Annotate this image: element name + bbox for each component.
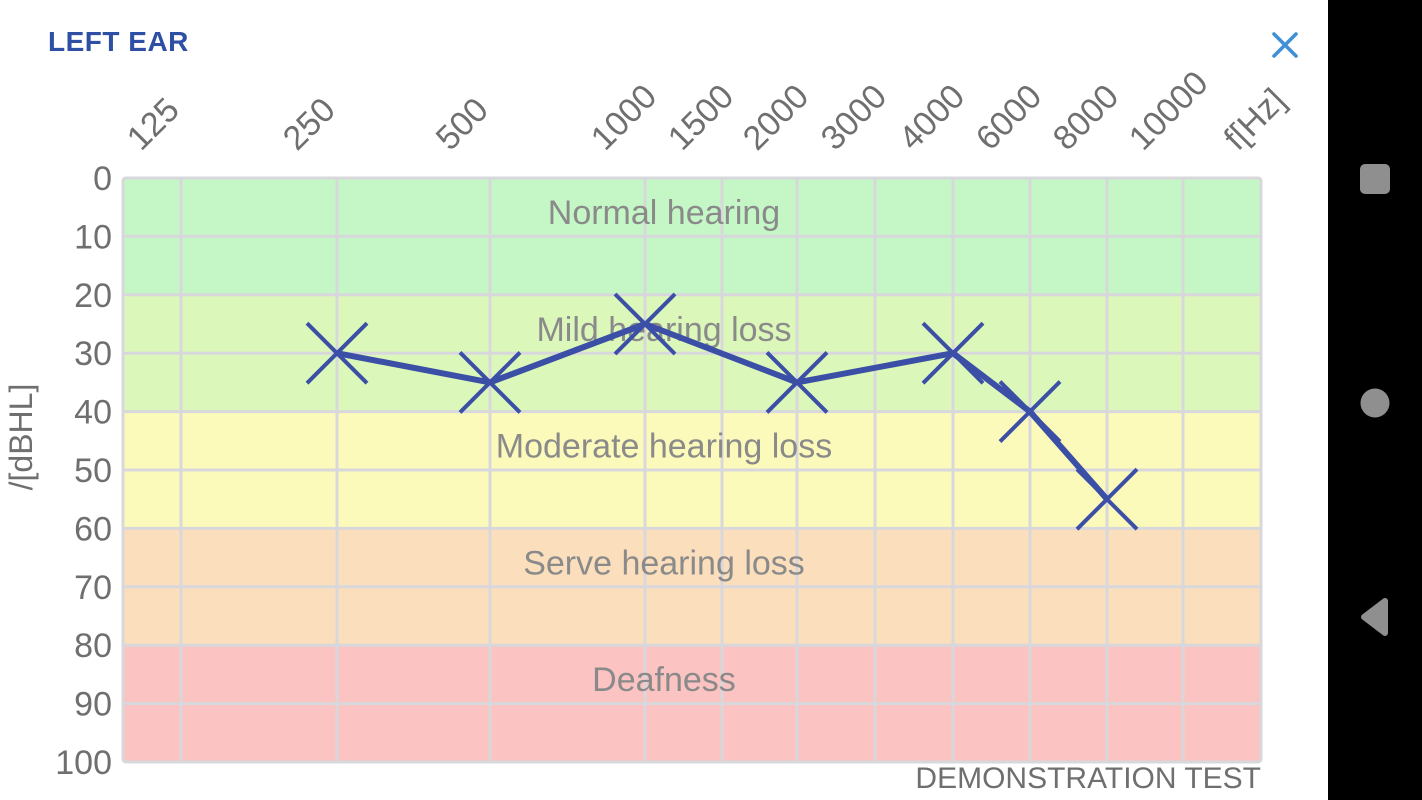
back-button[interactable] xyxy=(1357,595,1393,639)
x-tick-label: 6000 xyxy=(969,77,1049,157)
data-point-x-marker[interactable] xyxy=(1075,467,1139,531)
y-tick-label: 20 xyxy=(74,277,112,315)
zone-label-deafness: Deafness xyxy=(592,661,736,699)
data-point-x-marker[interactable] xyxy=(458,350,522,414)
zone-label-serve-hearing-loss: Serve hearing loss xyxy=(523,544,805,582)
data-point-x-marker[interactable] xyxy=(613,292,677,356)
x-tick-label: 500 xyxy=(429,91,496,158)
back-triangle-icon xyxy=(1361,598,1388,636)
x-tick-label: 3000 xyxy=(814,77,894,157)
recents-button[interactable] xyxy=(1357,157,1393,201)
x-tick-label: 8000 xyxy=(1046,77,1126,157)
y-tick-label: 50 xyxy=(74,452,112,490)
y-tick-label: 10 xyxy=(74,218,112,256)
y-tick-label: 70 xyxy=(74,569,112,607)
x-tick-label: 1000 xyxy=(584,77,664,157)
zone-label-normal-hearing: Normal hearing xyxy=(548,194,780,232)
android-nav-bar xyxy=(1328,0,1422,800)
plot-border xyxy=(121,176,1263,764)
home-button[interactable] xyxy=(1357,381,1393,425)
zone-label-moderate-hearing-loss: Moderate hearing loss xyxy=(496,428,832,466)
y-tick-label: 60 xyxy=(74,510,112,548)
y-tick-label: 90 xyxy=(74,686,112,724)
x-tick-label: 10000 xyxy=(1122,64,1216,158)
page-title: LEFT EAR xyxy=(48,26,189,57)
close-icon xyxy=(1272,32,1298,58)
x-tick-label: 2000 xyxy=(736,77,816,157)
data-point-x-marker[interactable] xyxy=(305,321,369,385)
y-axis-title: /[dBHL] xyxy=(3,384,39,491)
y-tick-label: 40 xyxy=(74,394,112,432)
x-tick-label: 4000 xyxy=(892,77,972,157)
home-circle-icon xyxy=(1360,388,1390,418)
demonstration-watermark: DEMONSTRATION TEST xyxy=(915,762,1261,795)
recents-square-icon xyxy=(1360,164,1390,194)
x-tick-label: 250 xyxy=(276,91,343,158)
data-point-x-marker[interactable] xyxy=(765,350,829,414)
y-tick-label: 0 xyxy=(93,160,112,198)
data-point-x-marker[interactable] xyxy=(921,321,985,385)
x-axis-unit-label: f[Hz] xyxy=(1217,81,1293,157)
y-tick-label: 80 xyxy=(74,627,112,665)
data-point-x-marker[interactable] xyxy=(998,380,1062,444)
y-tick-label: 100 xyxy=(55,744,112,782)
y-tick-label: 30 xyxy=(74,335,112,373)
close-button[interactable] xyxy=(1261,21,1309,69)
x-tick-label: 1500 xyxy=(661,77,741,157)
x-tick-label: 125 xyxy=(120,91,187,158)
